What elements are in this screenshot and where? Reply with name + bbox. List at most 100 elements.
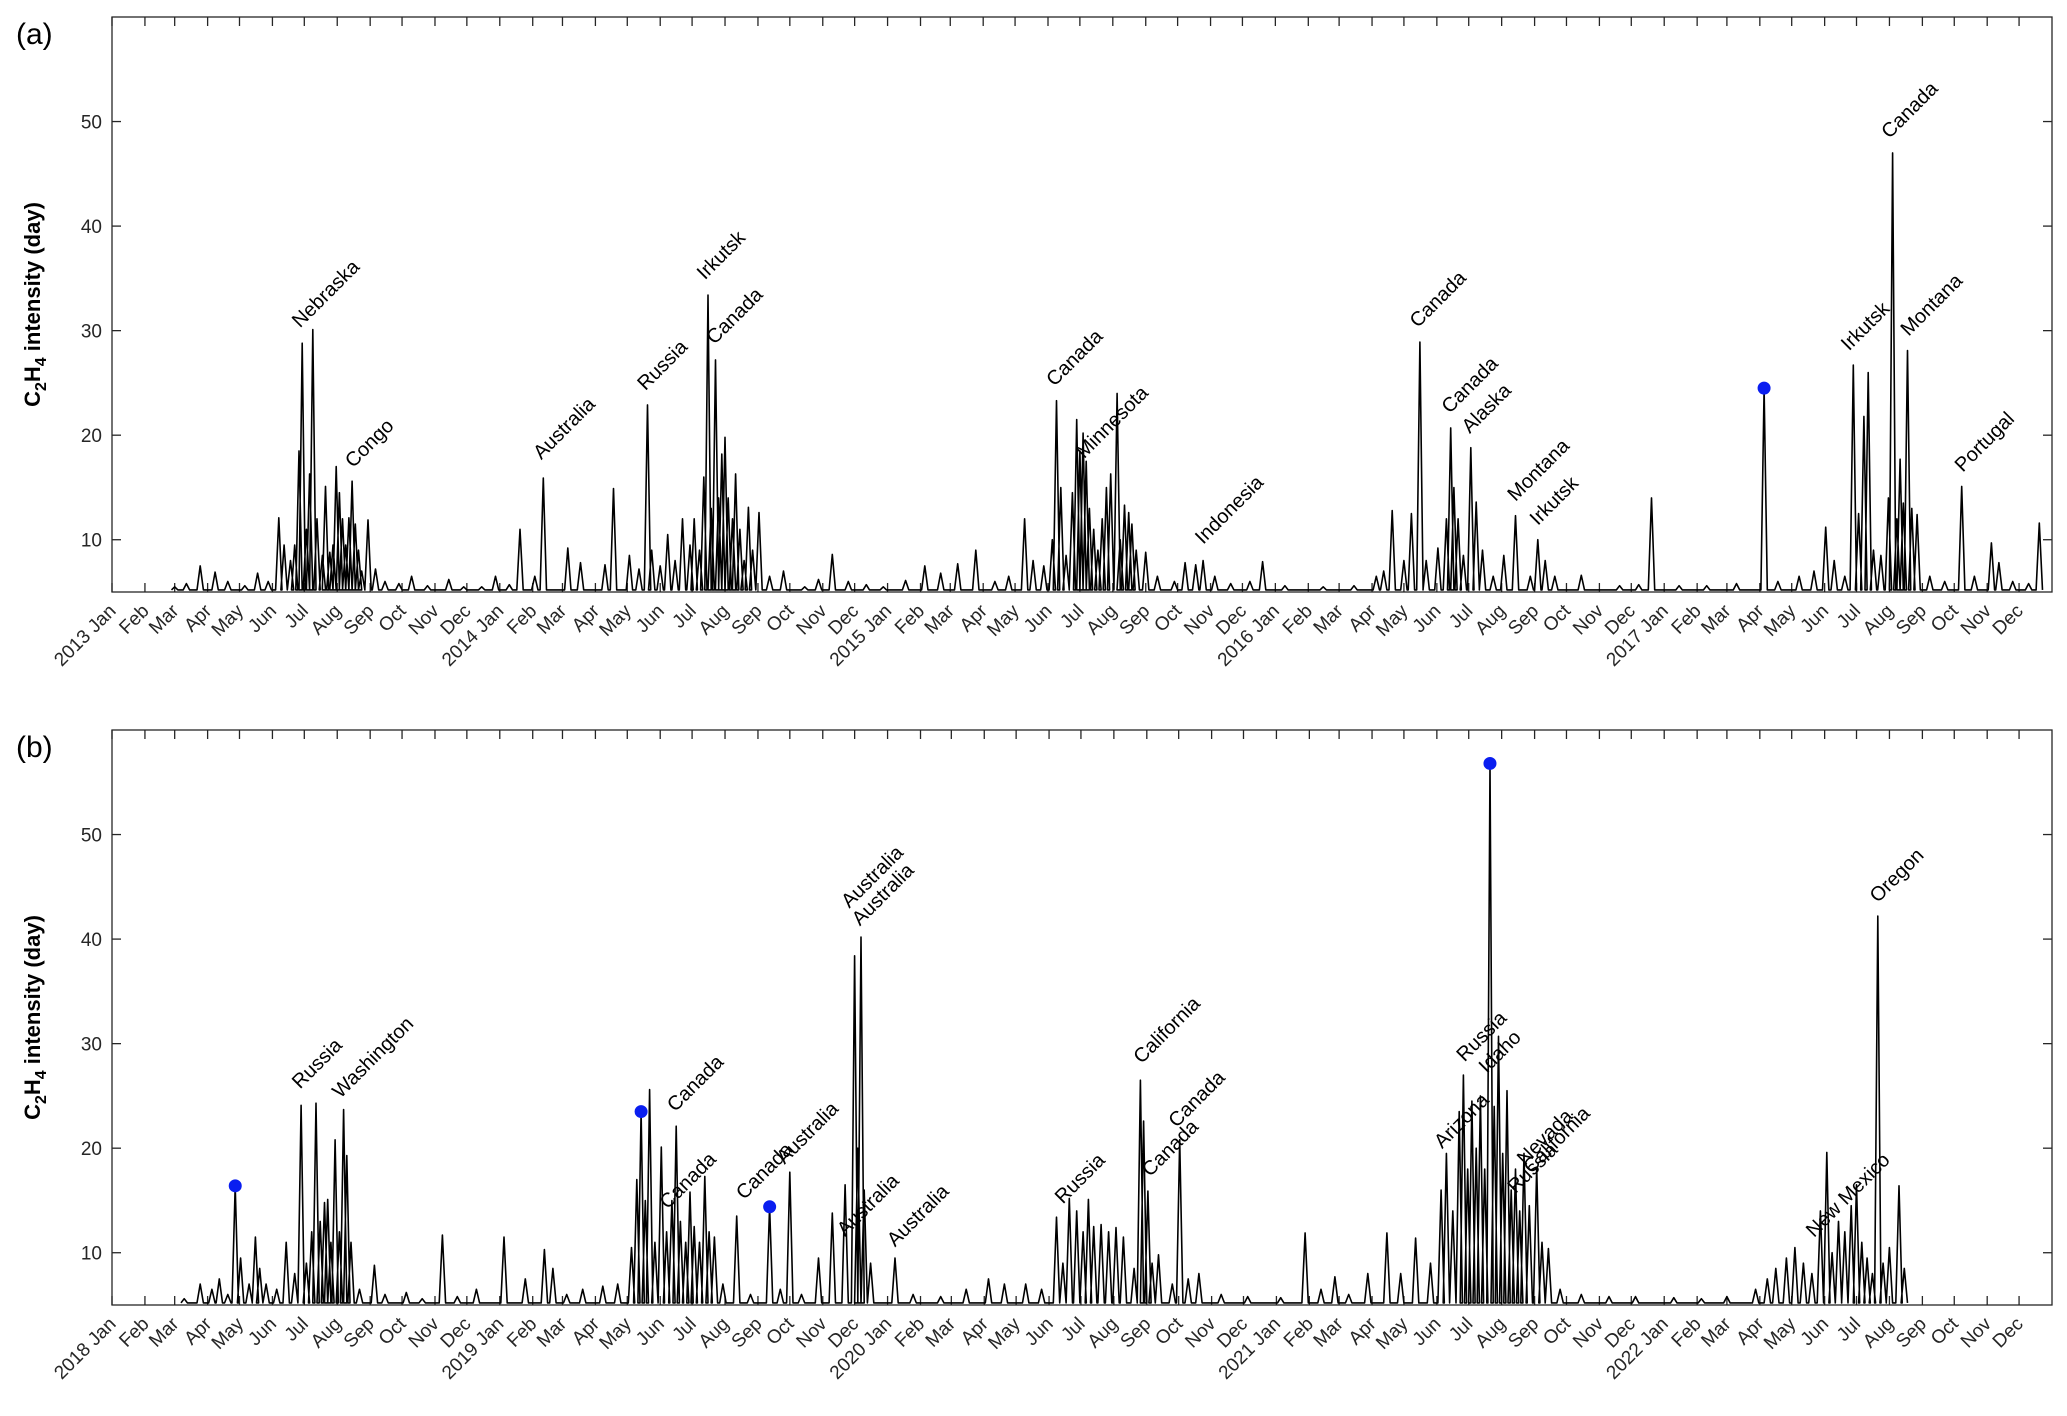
x-tick-label: Sep: [1892, 1314, 1931, 1353]
y-axis-label-part: intensity (day): [20, 202, 45, 357]
x-tick-label: Nov: [1181, 1313, 1220, 1352]
y-tick-label: 10: [81, 531, 102, 552]
x-tick-label: Nov: [405, 600, 444, 639]
x-tick-label: Oct: [763, 1313, 799, 1349]
region-annotation: Indonesia: [1191, 471, 1269, 549]
x-tick-label: Nov: [1957, 600, 1996, 639]
y-axis-label: C2H4 intensity (day): [20, 202, 50, 407]
x-tick-label: Oct: [1539, 600, 1575, 636]
x-tick-label: Apr: [956, 600, 992, 636]
x-tick-label: Oct: [763, 600, 799, 636]
x-tick-label: Dec: [1989, 601, 2028, 640]
y-tick-label: 40: [81, 217, 102, 238]
highlight-marker: [634, 1105, 648, 1119]
x-tick-label: Mar: [1697, 600, 1735, 638]
region-annotation: Nebraska: [288, 255, 365, 332]
region-annotation: Canada: [663, 1050, 729, 1116]
x-tick-label: Aug: [1471, 1314, 1510, 1353]
y-axis-label-subscript: 4: [33, 1070, 50, 1079]
x-tick-label: Mar: [145, 1313, 183, 1351]
x-tick-label: Nov: [1180, 600, 1219, 639]
x-tick-label: Jun: [1409, 1314, 1446, 1351]
x-tick-label: Oct: [375, 600, 411, 636]
x-tick-label: May: [208, 1313, 249, 1354]
x-tick-label: Nov: [1957, 1313, 1996, 1352]
x-tick-label: Oct: [1151, 1313, 1187, 1349]
x-tick-label: Feb: [1668, 1314, 1706, 1352]
x-tick-label: Aug: [307, 601, 346, 640]
x-tick-label: Oct: [1539, 1313, 1575, 1349]
x-tick-label: May: [1760, 1313, 1801, 1354]
x-tick-label: Apr: [180, 1313, 216, 1349]
plot-frame: [111, 16, 2053, 593]
x-tick-label: Jul: [281, 601, 313, 633]
x-tick-label: May: [1372, 1313, 1413, 1354]
x-tick-label: Jul: [1833, 1314, 1865, 1346]
highlight-marker: [228, 1179, 242, 1193]
x-tick-label: May: [596, 600, 637, 641]
x-tick-label: Feb: [1279, 601, 1317, 639]
y-axis-label-part: intensity (day): [20, 915, 45, 1070]
x-tick-label: Feb: [1668, 601, 1706, 639]
y-axis-label-subscript: 2: [33, 382, 50, 391]
highlight-marker: [1757, 381, 1771, 395]
x-tick-label: May: [1372, 600, 1413, 641]
y-axis-label-subscript: 2: [33, 1095, 50, 1104]
x-tick-label: Apr: [1345, 600, 1381, 636]
x-tick-label: May: [1760, 600, 1801, 641]
x-tick-label: Jul: [1445, 1314, 1477, 1346]
x-tick-label: Aug: [1084, 1314, 1123, 1353]
x-tick-label: Mar: [533, 1313, 571, 1351]
x-tick-label: Jul: [1057, 1314, 1089, 1346]
x-tick-label: Sep: [1504, 601, 1543, 640]
y-tick-label: 10: [81, 1244, 102, 1265]
x-tick-label: Jul: [669, 1314, 701, 1346]
panel-a: (a) C2H4 intensity (day) 10 20 30 40 50 2013 Ja…: [16, 16, 2053, 671]
x-tick-label: Jul: [669, 601, 701, 633]
x-tick-label: Aug: [695, 601, 734, 640]
x-tick-label: Mar: [1697, 1313, 1735, 1351]
x-tick-label: Jun: [1409, 601, 1446, 638]
y-tick-label: 50: [81, 113, 102, 134]
y-axis-label-part: C: [20, 1104, 45, 1120]
x-tick-label: Mar: [1310, 1313, 1348, 1351]
x-tick-label: Jun: [632, 1314, 669, 1351]
x-tick-label: Jun: [632, 601, 669, 638]
x-tick-label: Oct: [375, 1313, 411, 1349]
x-tick-label: Sep: [1892, 601, 1931, 640]
x-tick-label: Apr: [180, 600, 216, 636]
y-tick-label: 30: [81, 1035, 102, 1056]
x-tick-label: Mar: [921, 600, 959, 638]
x-tick-label: Sep: [1116, 601, 1155, 640]
panel-label: (a): [16, 18, 53, 51]
y-tick-label: 20: [81, 426, 102, 447]
x-tick-label: Dec: [1989, 1314, 2028, 1353]
x-tick-label: Sep: [1117, 1314, 1156, 1353]
x-tick-label: May: [983, 600, 1024, 641]
region-annotation: Irkutsk: [693, 226, 751, 284]
x-tick-label: Mar: [1310, 600, 1348, 638]
x-tick-label: Mar: [922, 1313, 960, 1351]
series-line: [180, 762, 1909, 1304]
highlight-marker: [763, 1200, 777, 1214]
highlight-marker: [1483, 756, 1497, 770]
x-tick-label: Apr: [568, 1313, 604, 1349]
region-annotation: Canada: [1877, 77, 1943, 143]
y-tick-label: 50: [81, 826, 102, 847]
region-annotation: Russia: [633, 335, 692, 394]
region-annotation: Canada: [1042, 325, 1108, 391]
x-tick-label: Apr: [1345, 1313, 1381, 1349]
x-tick-label: Aug: [1471, 601, 1510, 640]
x-tick-label: Nov: [1569, 1313, 1608, 1352]
x-tick-label: Sep: [728, 1314, 767, 1353]
x-tick-label: Oct: [1150, 600, 1186, 636]
x-tick-label: 2018 Jan: [50, 1314, 120, 1384]
region-annotation: Australia: [772, 1097, 843, 1168]
y-axis-label-part: C: [20, 391, 45, 407]
x-tick-label: Sep: [340, 1314, 379, 1353]
region-annotation: Oregon: [1866, 844, 1929, 907]
region-annotation: Russia: [1051, 1149, 1110, 1208]
panel-label: (b): [16, 731, 53, 764]
y-axis-label: C2H4 intensity (day): [20, 915, 50, 1120]
x-tick-label: Nov: [1569, 600, 1608, 639]
